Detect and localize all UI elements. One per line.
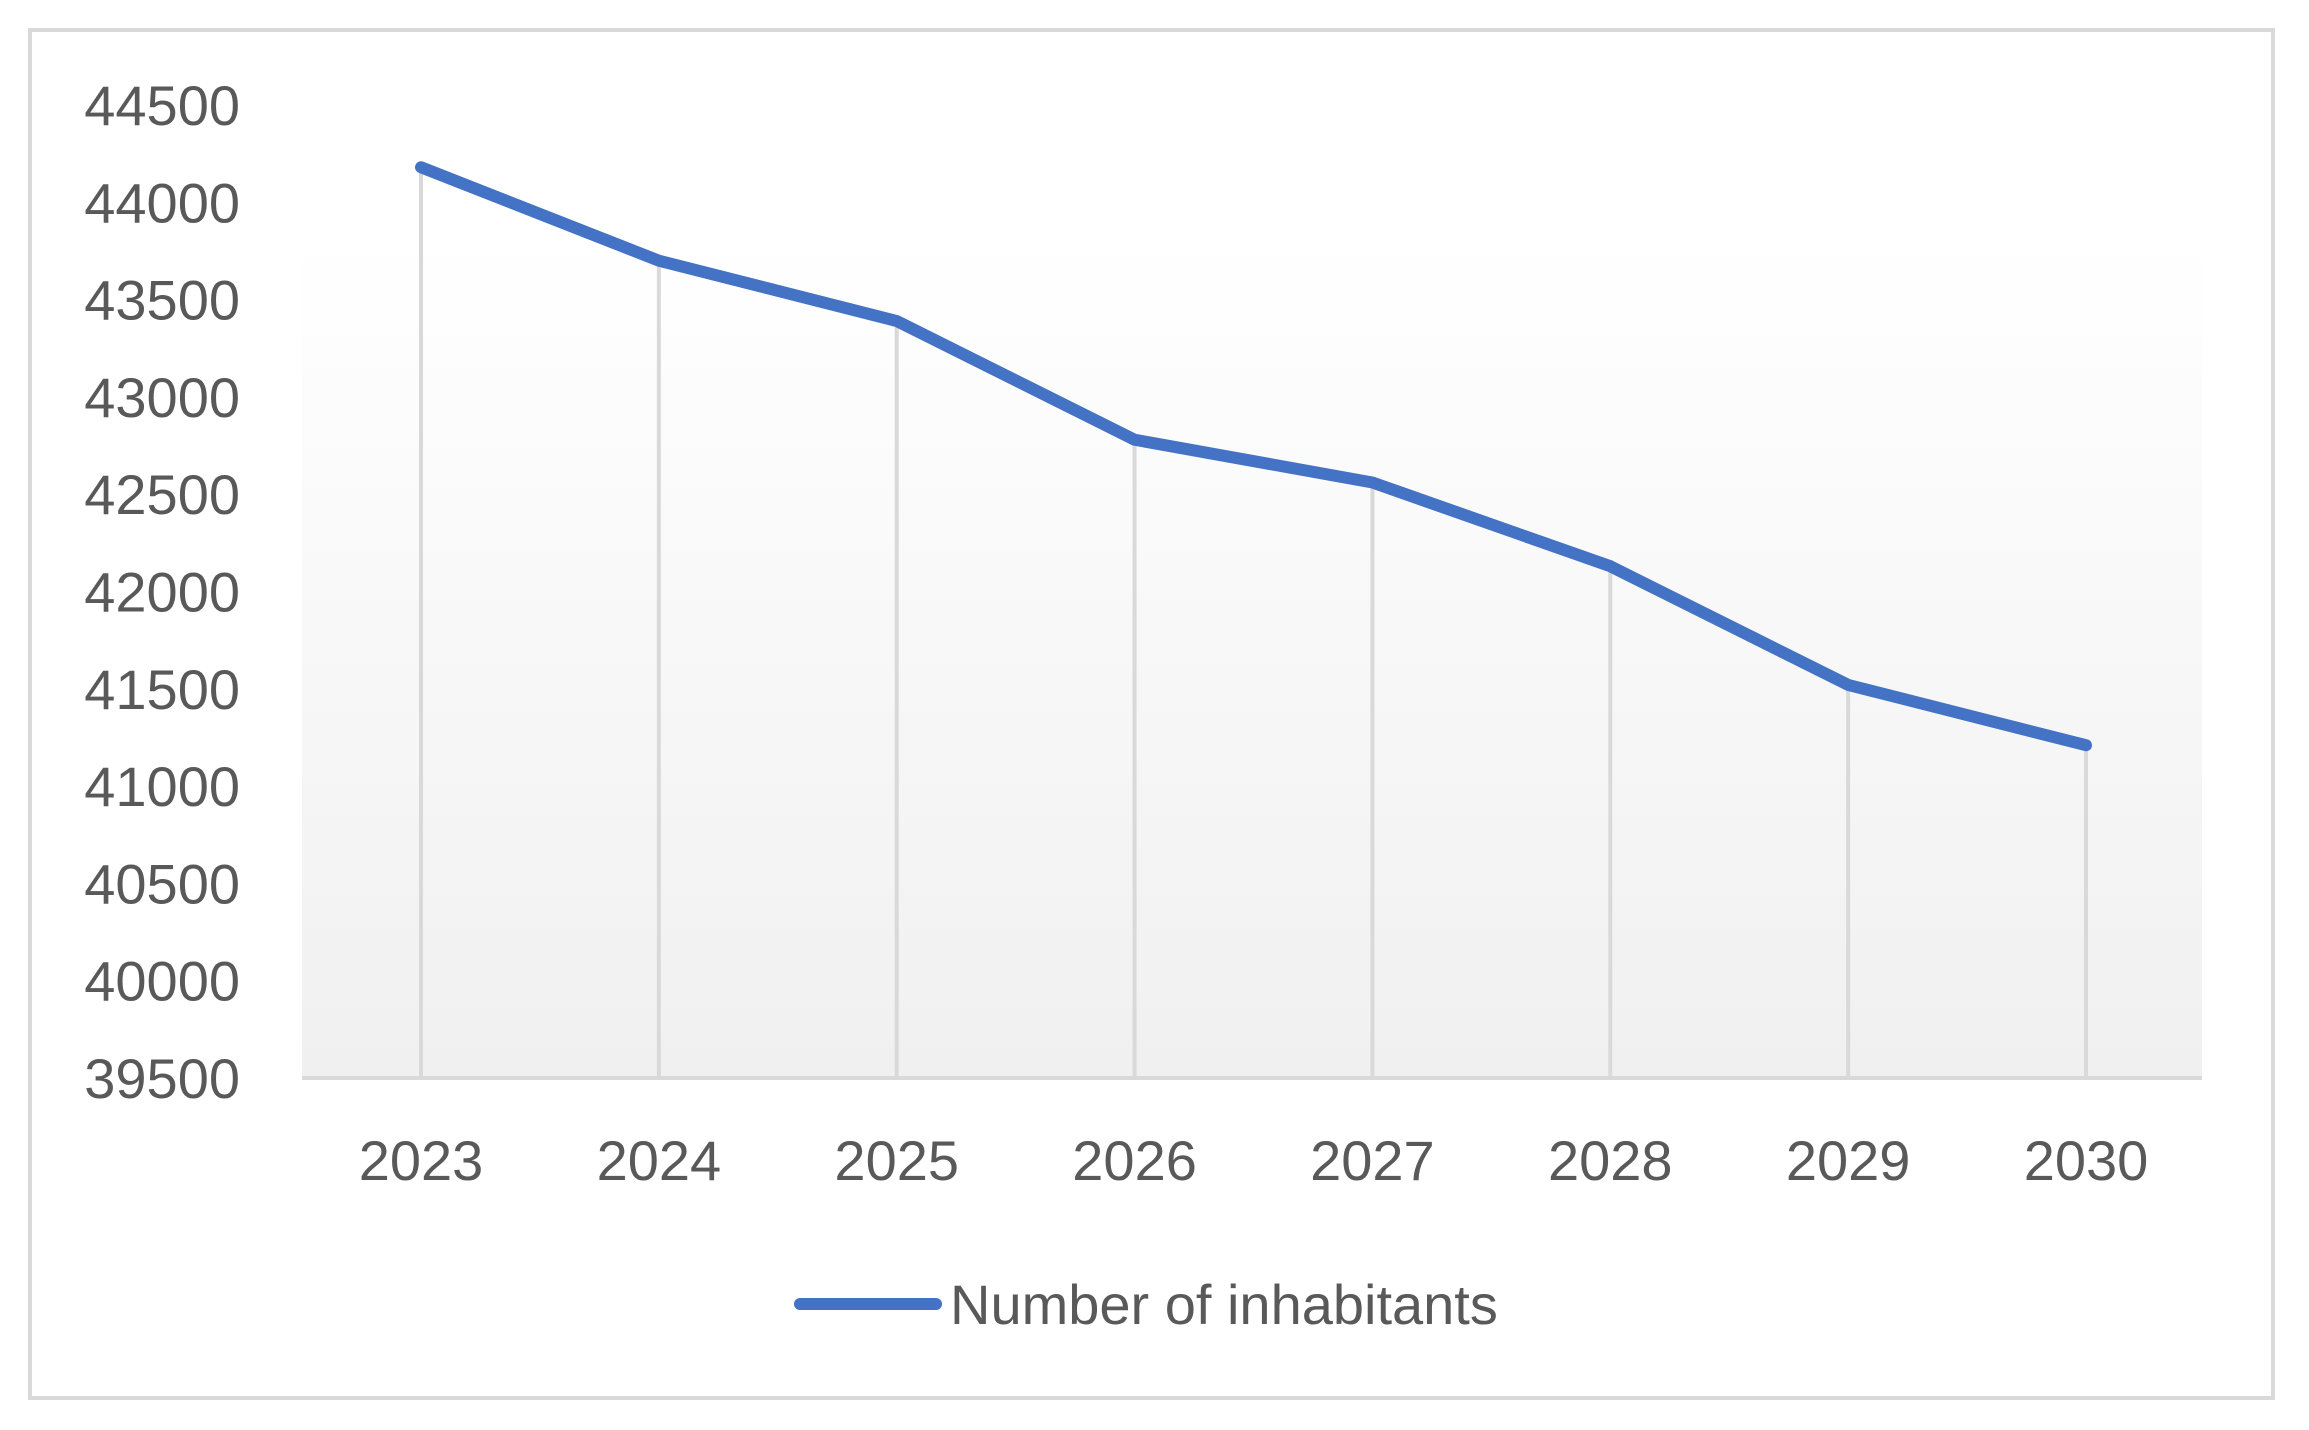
x-tick-label: 2025 [834,1129,959,1192]
y-tick-label: 39500 [84,1047,240,1110]
legend: Number of inhabitants [794,1273,1498,1336]
y-tick-label: 40000 [84,950,240,1013]
x-tick-label: 2028 [1548,1129,1673,1192]
y-axis-tick-labels: 39500 40000 40500 41000 41500 42000 42500 43000… [84,74,240,1110]
series-line-number-of-inhabitants [415,161,2092,752]
y-tick-label: 43500 [84,269,240,332]
y-tick-label: 42000 [84,561,240,624]
y-tick-label: 43000 [84,366,240,429]
y-tick-label: 44000 [84,171,240,234]
x-tick-label: 2029 [1786,1129,1911,1192]
x-tick-label: 2023 [359,1129,484,1192]
x-tick-label: 2030 [2024,1129,2149,1192]
y-tick-label: 42500 [84,463,240,526]
plot-area-background [302,240,2202,1080]
legend-label: Number of inhabitants [950,1273,1498,1336]
y-tick-label: 41500 [84,658,240,721]
y-tick-label: 40500 [84,852,240,915]
y-tick-label: 41000 [84,755,240,818]
x-axis-tick-labels: 2023 2024 2025 2026 2027 2028 2029 2030 [359,1129,2149,1192]
x-tick-label: 2024 [597,1129,722,1192]
series-group [415,161,2092,752]
x-tick-label: 2027 [1310,1129,1435,1192]
x-tick-label: 2026 [1072,1129,1197,1192]
y-tick-label: 44500 [84,74,240,137]
drop-lines [419,167,2088,1078]
